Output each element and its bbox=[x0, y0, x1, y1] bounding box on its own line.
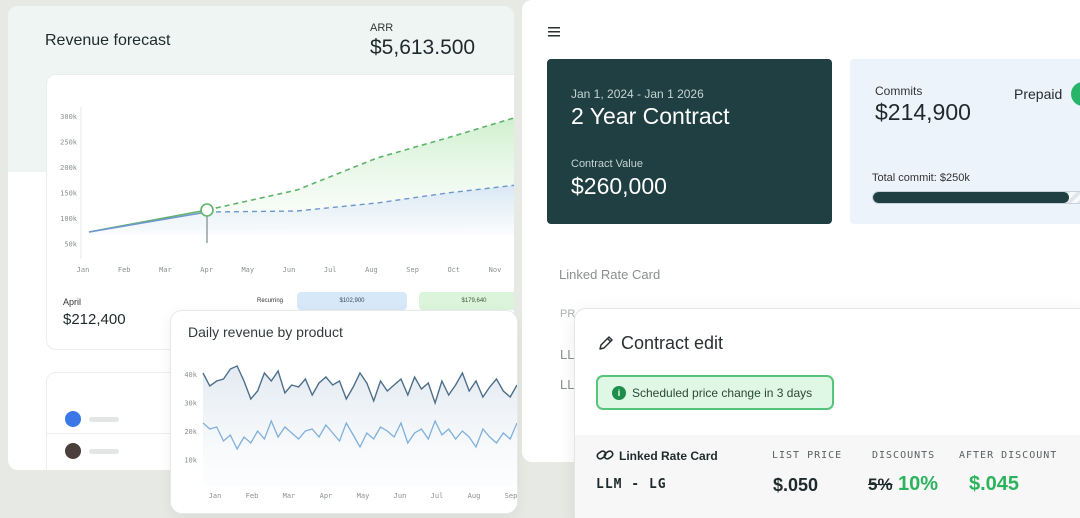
commits-label: Commits bbox=[875, 84, 923, 98]
contract-value: $260,000 bbox=[571, 173, 667, 199]
rate-card-name: LLM - LG bbox=[596, 477, 667, 492]
forecast-y-tick: 150k bbox=[60, 190, 78, 198]
new-discount-value: 10% bbox=[898, 473, 939, 495]
forecast-y-tick: 100k bbox=[60, 215, 78, 223]
price-change-banner-text: Scheduled price change in 3 days bbox=[632, 386, 813, 400]
link-icon bbox=[596, 450, 614, 460]
contract-summary-card[interactable]: Jan 1, 2024 - Jan 1 2026 2 Year Contract… bbox=[547, 59, 832, 224]
recurring-pill-green: $179,640 bbox=[419, 292, 514, 310]
linked-rate-card-label: Linked Rate Card bbox=[619, 449, 718, 463]
actual-blue-line bbox=[88, 211, 208, 233]
daily-x-tick: May bbox=[357, 492, 370, 500]
legend-divider bbox=[47, 433, 187, 434]
contract-value-label: Contract Value bbox=[571, 158, 643, 170]
forecast-x-tick: Jul bbox=[324, 266, 337, 274]
list-price-header: LIST PRICE bbox=[772, 450, 843, 461]
legend-bar bbox=[89, 417, 119, 422]
forecast-x-tick: Feb bbox=[118, 266, 131, 274]
legend-card bbox=[46, 372, 187, 470]
daily-y-tick: 20k bbox=[184, 428, 197, 436]
total-commit-label: Total commit: $250k bbox=[872, 172, 970, 184]
forecast-blue-dashed-line bbox=[206, 184, 514, 213]
forecast-x-tick: Mar bbox=[159, 266, 172, 274]
list-price-value: $.050 bbox=[773, 475, 819, 495]
daily-x-tick: Jul bbox=[431, 492, 444, 500]
rate-card-column-head: PR bbox=[560, 308, 576, 320]
forecast-x-tick: Apr bbox=[200, 266, 213, 274]
daily-x-tick: Jan bbox=[209, 492, 222, 500]
selected-month-label: April bbox=[63, 297, 82, 307]
forecast-x-tick: Oct bbox=[447, 266, 460, 274]
forecast-x-tick: May bbox=[241, 266, 254, 274]
commits-card[interactable]: Commits $214,900 Prepaid Total commit: $… bbox=[850, 59, 1080, 224]
forecast-y-tick: 250k bbox=[60, 139, 78, 147]
contract-date-range: Jan 1, 2024 - Jan 1 2026 bbox=[571, 87, 704, 101]
rate-card-row-2: LL bbox=[560, 377, 575, 392]
commits-value: $214,900 bbox=[875, 99, 971, 125]
legend-dot-dark bbox=[65, 443, 81, 459]
contract-edit-title: Contract edit bbox=[621, 333, 724, 353]
recurring-label: Recurring bbox=[257, 298, 284, 304]
contract-title: 2 Year Contract bbox=[571, 103, 730, 129]
april-marker[interactable] bbox=[200, 203, 214, 217]
legend-bar bbox=[89, 449, 119, 454]
daily-x-tick: Feb bbox=[246, 492, 259, 500]
daily-x-tick: Aug bbox=[468, 492, 481, 500]
menu-icon[interactable] bbox=[548, 27, 560, 37]
forecast-y-tick: 50k bbox=[64, 241, 77, 249]
info-icon: i bbox=[612, 386, 626, 400]
prepaid-status-dot bbox=[1071, 82, 1080, 106]
forecast-x-tick: Jun bbox=[283, 266, 296, 274]
prepaid-label: Prepaid bbox=[1014, 86, 1063, 102]
forecast-x-tick: Jan bbox=[77, 266, 90, 274]
after-discount-header: AFTER DISCOUNT bbox=[959, 450, 1058, 461]
daily-y-tick: 30k bbox=[184, 400, 197, 408]
revenue-forecast-panel: Revenue forecast ARR $5,613.500 300k 250k… bbox=[8, 6, 514, 470]
arr-value: $5,613.500 bbox=[370, 36, 476, 59]
arr-label: ARR bbox=[370, 22, 394, 34]
daily-series-1-line bbox=[202, 365, 517, 406]
forecast-y-tick: 300k bbox=[60, 113, 78, 121]
daily-y-tick: 40k bbox=[184, 371, 197, 379]
forecast-x-tick: Sep bbox=[406, 266, 419, 274]
daily-series-1-area bbox=[203, 366, 517, 486]
after-discount-value: $.045 bbox=[969, 473, 1020, 495]
commit-progress-bar bbox=[872, 191, 1080, 204]
daily-x-tick: Mar bbox=[283, 492, 296, 500]
daily-x-tick: Sep bbox=[505, 492, 518, 500]
daily-revenue-card: Daily revenue by product 40k 30k 20k 10k Ja… bbox=[170, 310, 518, 514]
commit-progress-fill bbox=[873, 192, 1070, 203]
daily-x-tick: Jun bbox=[394, 492, 407, 500]
forecast-blue-area bbox=[89, 185, 514, 235]
price-change-banner[interactable]: i Scheduled price change in 3 days bbox=[596, 375, 834, 410]
rate-card-row-1: LL bbox=[560, 347, 575, 362]
daily-y-tick: 10k bbox=[184, 457, 197, 465]
forecast-x-tick: Nov bbox=[489, 266, 502, 274]
contract-edit-card: Contract edit i Scheduled price change i… bbox=[574, 308, 1080, 518]
daily-revenue-chart[interactable]: 40k 30k 20k 10k Jan Feb Mar Apr May Jun Jul Aug Sep bbox=[171, 311, 518, 514]
daily-series-2-line bbox=[202, 419, 517, 451]
rate-card-row[interactable]: Linked Rate Card LLM - LG LIST PRICE DIS… bbox=[575, 435, 1080, 518]
recurring-pill-blue: $102,900 bbox=[297, 292, 407, 310]
daily-x-tick: Apr bbox=[320, 492, 333, 500]
forecast-x-tick: Aug bbox=[365, 266, 378, 274]
daily-revenue-title: Daily revenue by product bbox=[188, 324, 343, 340]
forecast-chart-card: 300k 250k 200k 150k 100k 50k Jan Feb Mar Apr May J… bbox=[46, 74, 514, 350]
pencil-icon[interactable] bbox=[598, 335, 614, 351]
forecast-y-tick: 200k bbox=[60, 164, 78, 172]
selected-month-value: $212,400 bbox=[63, 311, 126, 328]
legend-dot-blue bbox=[65, 411, 81, 427]
discounts-header: DISCOUNTS bbox=[872, 450, 936, 461]
forecast-chart[interactable]: 300k 250k 200k 150k 100k 50k Jan Feb Mar Apr May J… bbox=[47, 75, 514, 285]
old-discount-value: 5% bbox=[868, 475, 893, 494]
linked-rate-card-heading: Linked Rate Card bbox=[559, 267, 661, 282]
revenue-forecast-title: Revenue forecast bbox=[45, 32, 171, 49]
